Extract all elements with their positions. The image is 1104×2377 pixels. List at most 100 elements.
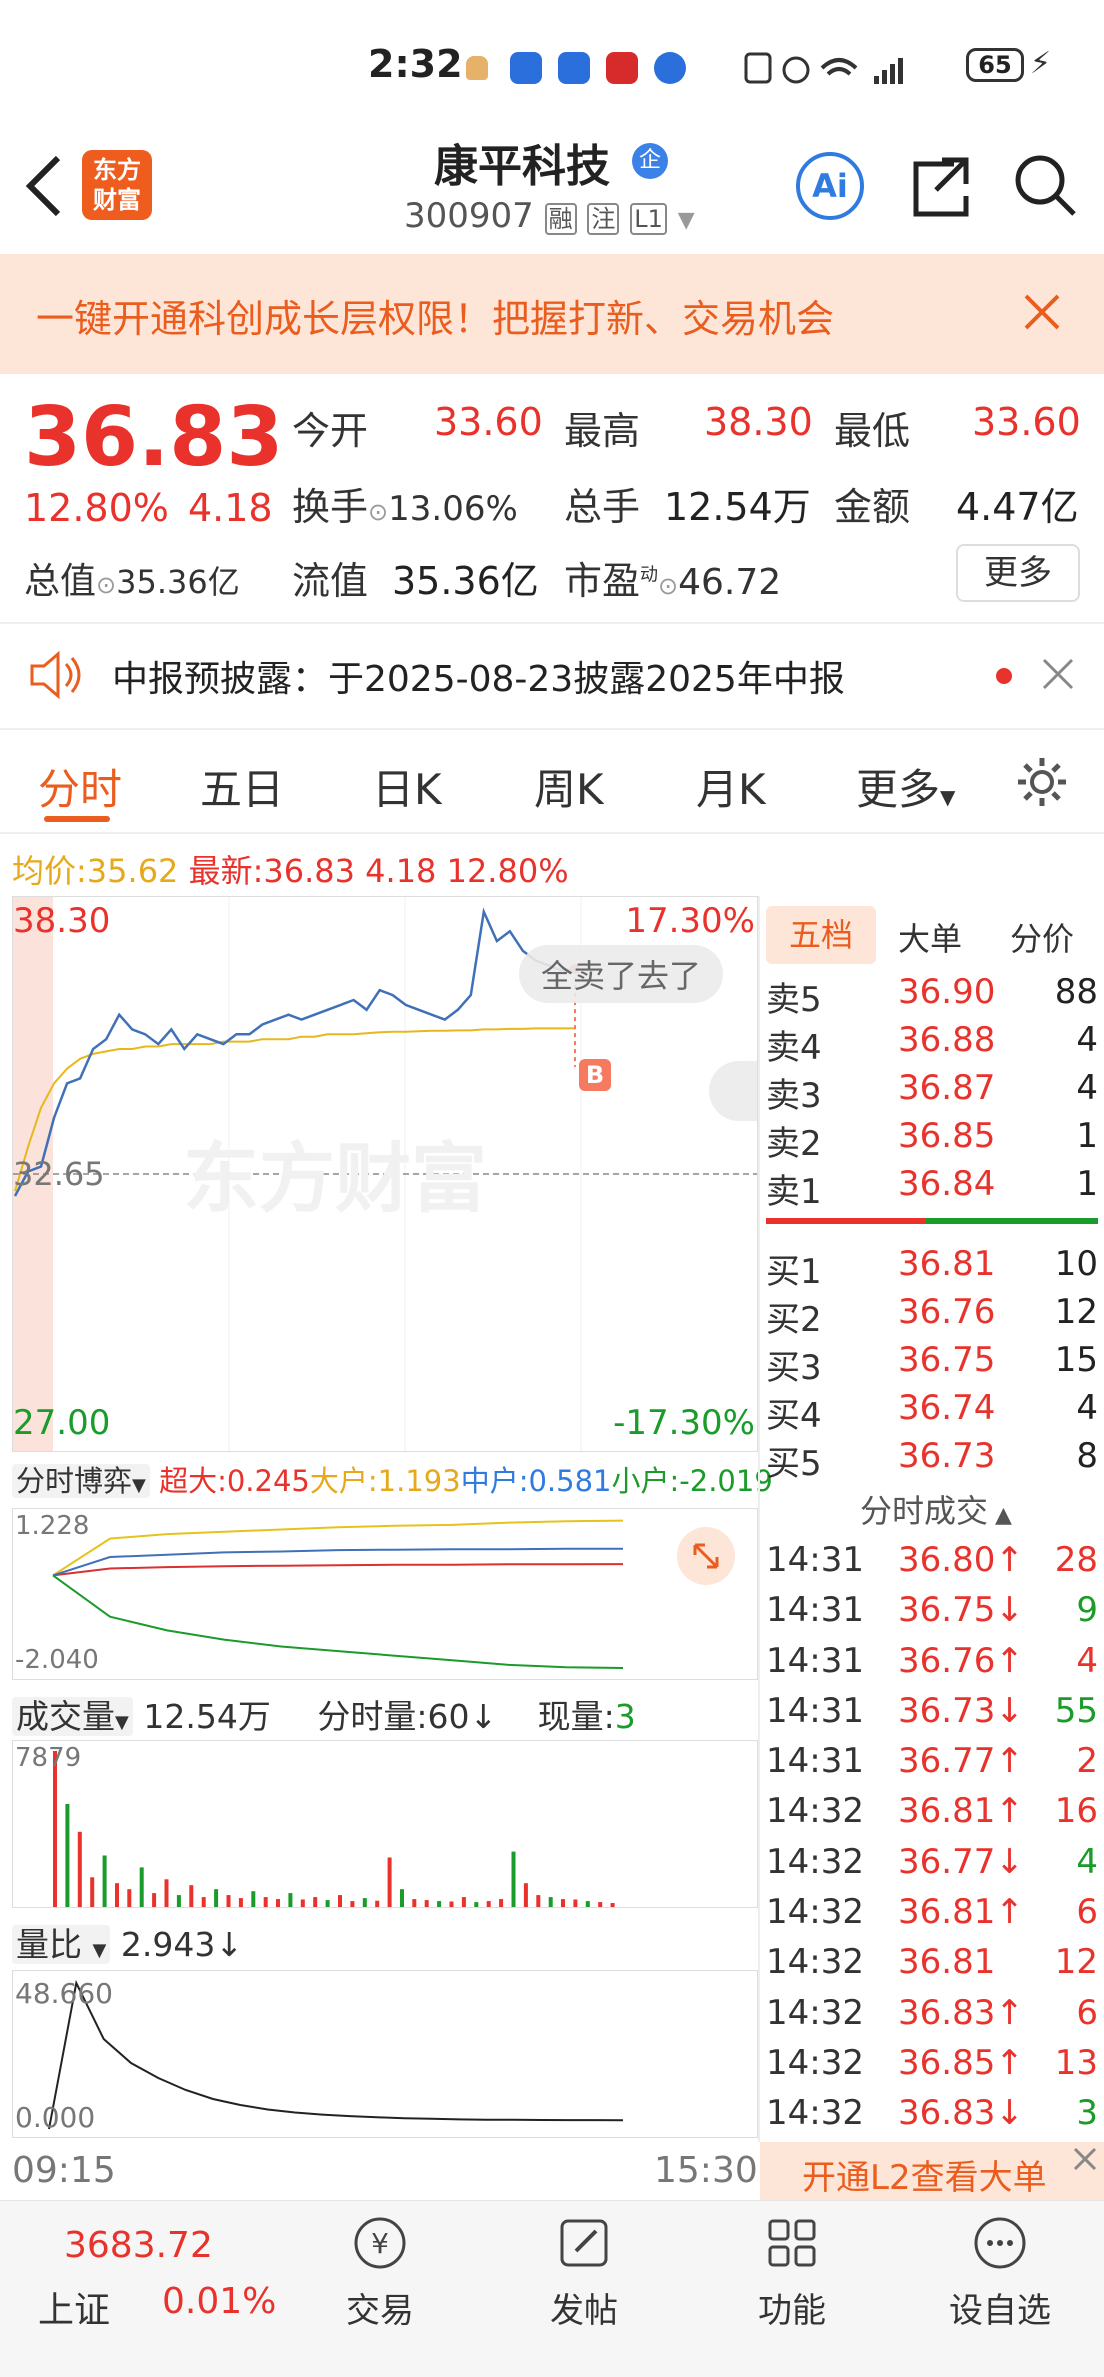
close-notice-icon[interactable] <box>1040 656 1076 692</box>
buy-marker[interactable]: B <box>579 1059 611 1091</box>
amount-label: 金额 <box>834 476 910 531</box>
expand-button[interactable] <box>677 1527 735 1585</box>
ai-button[interactable]: Ai <box>796 152 864 220</box>
pct-top-label: 17.30% <box>625 901 755 941</box>
order-tab-large[interactable]: 大单 <box>898 914 962 960</box>
index-ticker[interactable]: 3683.72 上证 0.01% <box>0 2201 300 2377</box>
volume-plot <box>13 1741 757 1907</box>
mktcap-label: 总值⊙35.36亿 <box>24 552 240 604</box>
tick-row: 14:32 36.85↑ 13 <box>766 2039 1098 2089</box>
ask-label: 卖5 <box>766 972 822 1021</box>
nav-trade[interactable]: ¥ 交易 <box>330 2211 430 2351</box>
y-mid-label: 32.65 <box>13 1155 105 1193</box>
tab-monthly-k[interactable]: 月K <box>696 756 766 817</box>
volume-bar <box>524 1883 528 1907</box>
chevron-left-icon <box>18 150 68 220</box>
notification-icons <box>466 50 686 84</box>
tick-qty: 4 <box>1076 1842 1098 1882</box>
tick-price: 36.76↑ <box>898 1641 1024 1681</box>
volume-bar <box>474 1902 478 1907</box>
svg-text:¥: ¥ <box>371 2227 389 2260</box>
share-button[interactable] <box>906 152 976 222</box>
ticks-header[interactable]: 分时成交 ▲ <box>860 1486 1012 1532</box>
flow-super: 0.245 <box>227 1464 310 1498</box>
order-tab-price[interactable]: 分价 <box>1010 914 1074 960</box>
watermark: 东方财富 <box>183 1117 487 1227</box>
collapse-icon: ▲ <box>988 1503 1012 1528</box>
current-price: 36.83 <box>24 390 283 485</box>
ask-row: 卖5 36.90 88 <box>766 968 1098 1016</box>
volume-bar <box>288 1893 292 1907</box>
tick-qty: 6 <box>1076 1892 1098 1932</box>
bid-price: 36.74 <box>898 1388 995 1428</box>
ratio-selector[interactable]: 量比 ▼ <box>12 1925 110 1964</box>
float-label: 流值 <box>292 550 368 605</box>
close-icon[interactable] <box>1020 290 1064 334</box>
tab-daily-k[interactable]: 日K <box>372 756 442 817</box>
tick-qty: 55 <box>1055 1691 1098 1731</box>
ask-price: 36.87 <box>898 1068 995 1108</box>
ask-price: 36.88 <box>898 1020 995 1060</box>
price-chart[interactable]: 东方财富 38.30 32.65 27.00 17.30% -17.30% 全卖… <box>12 896 758 1452</box>
yuan-icon: ¥ <box>348 2211 412 2275</box>
ask-qty: 4 <box>1076 1068 1098 1108</box>
expand-icon <box>677 1527 735 1585</box>
promo-banner[interactable]: 一键开通科创成长层权限！把握打新、交易机会 <box>0 254 1104 374</box>
divider <box>0 622 1104 624</box>
volume-bar <box>239 1898 243 1907</box>
tick-price: 36.81 <box>898 1942 995 1982</box>
search-button[interactable] <box>1010 150 1080 220</box>
tick-row: 14:31 36.73↓ 55 <box>766 1687 1098 1737</box>
back-button[interactable] <box>18 150 68 220</box>
bid-row: 买2 36.76 12 <box>766 1288 1098 1336</box>
volume-bar <box>152 1893 156 1907</box>
flow-chart[interactable]: 1.228 -2.040 <box>12 1508 758 1680</box>
open-label: 今开 <box>292 400 368 455</box>
bell-icon <box>466 56 488 80</box>
more-button[interactable]: 更多 <box>956 544 1080 602</box>
tick-row: 14:31 36.80↑ 28 <box>766 1536 1098 1586</box>
tab-five-day[interactable]: 五日 <box>200 756 284 817</box>
ratio-chart[interactable]: 48.660 0.000 <box>12 1970 758 2138</box>
tick-price: 36.81↑ <box>898 1892 1024 1932</box>
volume-bar <box>536 1895 540 1907</box>
stock-code-row[interactable]: 300907 融 注 L1 ▼ <box>404 196 695 236</box>
tick-row: 14:31 36.75↓ 9 <box>766 1586 1098 1636</box>
volume-bar <box>388 1858 392 1908</box>
tab-intraday[interactable]: 分时 <box>38 756 122 817</box>
volume-bar <box>127 1889 131 1907</box>
tick-qty: 9 <box>1076 1590 1098 1630</box>
tick-time: 14:31 <box>766 1540 864 1580</box>
nav-watchlist[interactable]: 设自选 <box>940 2211 1060 2351</box>
high-value: 38.30 <box>704 400 813 444</box>
bid-row: 买4 36.74 4 <box>766 1384 1098 1432</box>
notice-text[interactable]: 中报预披露：于2025-08-23披露2025年中报 <box>112 650 845 702</box>
tab-more[interactable]: 更多▼ <box>856 756 955 817</box>
volume-selector[interactable]: 成交量▼ <box>12 1697 133 1736</box>
volume-bar <box>412 1899 416 1907</box>
tab-weekly-k[interactable]: 周K <box>534 756 604 817</box>
battery-icon: 65 <box>966 48 1024 82</box>
close-icon[interactable] <box>1070 2144 1100 2174</box>
system-icons <box>744 48 944 88</box>
tick-row: 14:32 36.81↑ 16 <box>766 1787 1098 1837</box>
order-tab-five[interactable]: 五档 <box>766 906 876 964</box>
nav-post[interactable]: 发帖 <box>534 2211 634 2351</box>
y-top-label: 38.30 <box>13 901 110 941</box>
settings-button[interactable] <box>1014 754 1070 810</box>
app-logo[interactable]: 东方 财富 <box>82 150 152 220</box>
tick-row: 14:32 36.83↑ 6 <box>766 1989 1098 2039</box>
tick-price: 36.80↑ <box>898 1540 1024 1580</box>
tick-time: 14:32 <box>766 1791 864 1831</box>
tick-price: 36.77↑ <box>898 1741 1024 1781</box>
volume-bar <box>326 1900 330 1907</box>
dropdown-icon: ▼ <box>678 208 695 233</box>
flow-selector[interactable]: 分时博弈▼ <box>12 1464 150 1498</box>
volume-chart[interactable]: 7879 <box>12 1740 758 1908</box>
comment-bubble[interactable]: 全卖了去了 <box>519 945 723 1003</box>
bid-row: 买1 36.81 10 <box>766 1240 1098 1288</box>
ask-qty: 1 <box>1076 1164 1098 1204</box>
nav-functions[interactable]: 功能 <box>742 2211 842 2351</box>
l2-upgrade-button[interactable]: 开通L2查看大单 <box>760 2142 1104 2200</box>
bid-label: 买5 <box>766 1436 822 1485</box>
